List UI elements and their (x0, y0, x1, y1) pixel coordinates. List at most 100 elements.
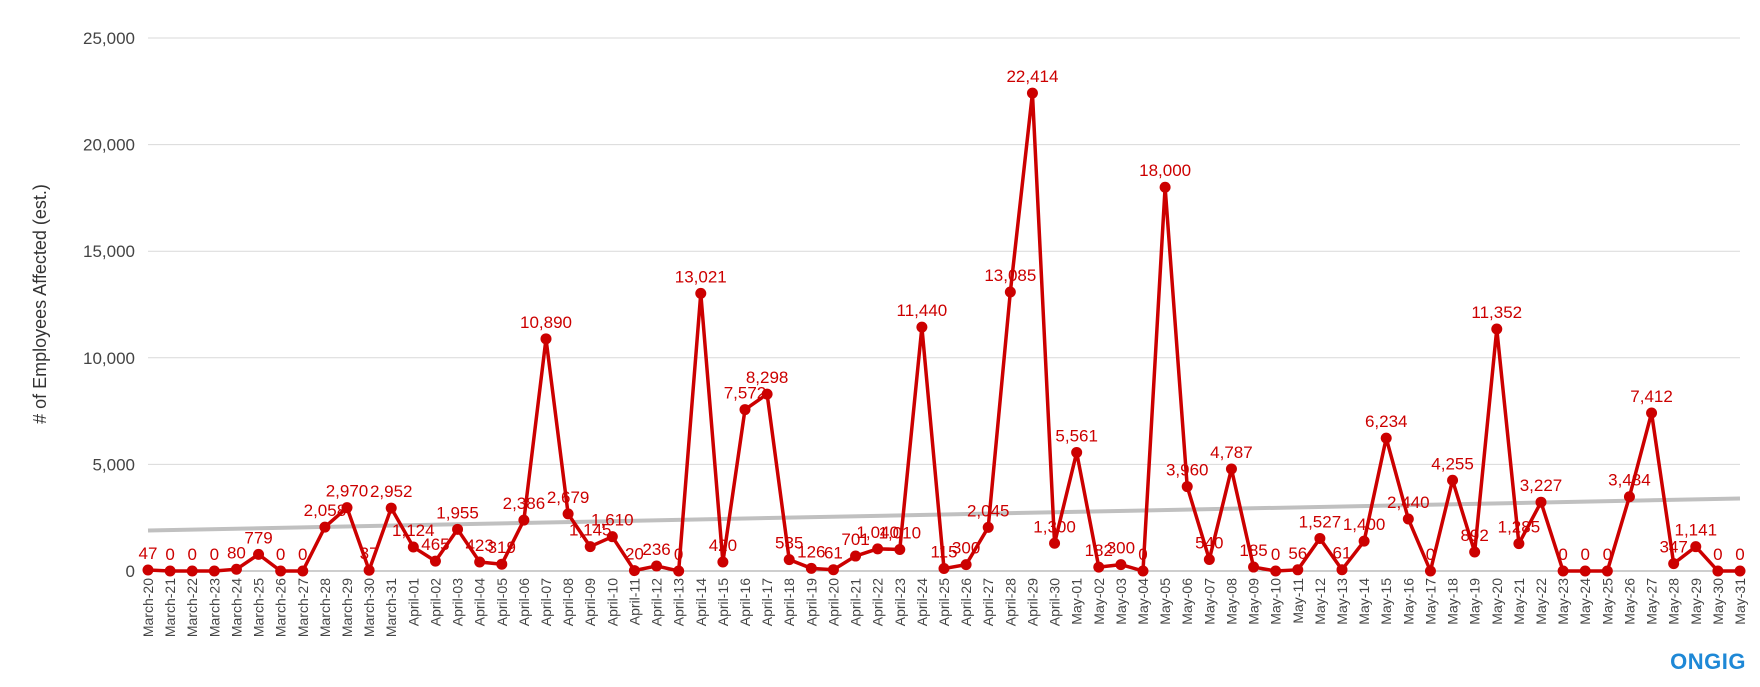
x-tick-label: April-28 (1002, 578, 1018, 626)
x-tick-label: April-13 (671, 578, 687, 626)
data-point (230, 563, 242, 575)
data-label: 892 (1460, 526, 1488, 545)
y-axis-ticks: 0 5,000 10,000 15,000 20,000 25,000 (83, 29, 135, 581)
data-point (1424, 565, 1436, 577)
data-point (1469, 546, 1481, 558)
y-tick-label: 20,000 (83, 136, 135, 155)
x-tick-label: April-11 (626, 578, 642, 625)
data-point (1668, 558, 1680, 570)
x-tick-label: April-12 (649, 578, 665, 626)
x-tick-label: April-20 (825, 578, 841, 626)
data-label: 5,561 (1055, 426, 1098, 445)
data-point (1623, 491, 1635, 503)
data-point (363, 564, 375, 576)
data-point (562, 508, 574, 520)
data-label: 0 (1735, 545, 1744, 564)
data-point (960, 559, 972, 571)
x-tick-label: May-12 (1312, 578, 1328, 625)
x-tick-label: May-19 (1467, 578, 1483, 625)
x-tick-label: May-15 (1378, 578, 1394, 625)
data-label: 1,145 (569, 521, 612, 540)
x-tick-label: May-31 (1732, 578, 1748, 625)
data-point (673, 565, 685, 577)
x-tick-label: March-25 (251, 578, 267, 637)
data-point (1690, 541, 1702, 553)
data-point (1270, 565, 1282, 577)
x-tick-label: March-31 (383, 578, 399, 637)
x-tick-label: April-07 (538, 578, 554, 626)
data-label: 1,400 (1343, 515, 1386, 534)
data-point (938, 563, 950, 575)
x-tick-label: May-29 (1688, 578, 1704, 625)
data-label: 11,440 (897, 301, 948, 320)
data-label: 0 (210, 545, 219, 564)
data-label: 535 (775, 534, 803, 553)
x-tick-label: April-02 (427, 578, 443, 626)
data-point (1579, 565, 1591, 577)
data-label: 540 (1195, 533, 1223, 552)
x-tick-label: May-04 (1135, 578, 1151, 625)
data-label: 0 (165, 545, 174, 564)
data-point (1292, 564, 1304, 576)
x-tick-label: April-23 (892, 578, 908, 626)
x-tick-label: May-30 (1710, 578, 1726, 625)
data-point (1137, 565, 1149, 577)
data-label: 423 (465, 536, 493, 555)
data-label: 115 (930, 543, 957, 562)
data-point (1646, 407, 1658, 419)
data-label: 0 (1580, 545, 1589, 564)
data-label: 7,412 (1630, 387, 1673, 406)
data-label: 1,141 (1675, 521, 1718, 540)
data-label: 347 (1659, 538, 1687, 557)
brand-logo: ONGIG (1670, 649, 1746, 674)
data-point (429, 555, 441, 567)
data-point (297, 565, 309, 577)
x-tick-label: May-05 (1157, 578, 1173, 625)
data-label: 1,610 (591, 511, 634, 530)
data-point (186, 565, 198, 577)
data-point (628, 565, 640, 577)
data-label: 0 (1603, 545, 1612, 564)
data-point (1004, 286, 1016, 298)
x-tick-label: May-22 (1533, 578, 1549, 625)
data-point (739, 404, 751, 416)
x-tick-label: May-20 (1489, 578, 1505, 625)
x-tick-label: May-08 (1223, 578, 1239, 625)
x-tick-label: April-05 (494, 578, 510, 626)
data-point (1447, 474, 1459, 486)
x-tick-label: May-14 (1356, 578, 1372, 625)
x-tick-label: April-30 (1047, 578, 1063, 626)
data-point (783, 554, 795, 566)
data-label: 1,040 (856, 523, 899, 542)
data-point (761, 388, 773, 400)
data-label: 2,970 (326, 482, 369, 501)
x-tick-label: April-17 (759, 578, 775, 626)
y-tick-label: 15,000 (83, 242, 135, 261)
y-tick-label: 10,000 (83, 349, 135, 368)
data-point (540, 333, 552, 345)
data-label: 0 (1426, 545, 1435, 564)
y-axis-label: # of Employees Affected (est.) (30, 184, 50, 424)
y-tick-label: 5,000 (92, 455, 135, 474)
x-tick-label: March-27 (295, 578, 311, 637)
x-tick-label: April-24 (914, 578, 930, 626)
data-point (872, 543, 884, 555)
x-tick-label: April-19 (803, 578, 819, 626)
data-label: 0 (1713, 545, 1722, 564)
x-tick-label: May-26 (1621, 578, 1637, 625)
x-tick-label: May-17 (1422, 578, 1438, 625)
data-label: 465 (421, 535, 449, 554)
data-point (1712, 565, 1724, 577)
data-label: 300 (952, 539, 980, 558)
data-point (651, 560, 663, 572)
data-point (164, 565, 176, 577)
data-point (452, 523, 464, 535)
x-tick-label: April-14 (693, 578, 709, 626)
data-label: 56 (1288, 544, 1307, 563)
x-tick-label: April-29 (1024, 578, 1040, 626)
x-tick-label: March-22 (184, 578, 200, 637)
data-label: 319 (488, 538, 516, 557)
data-label: 4,787 (1210, 443, 1253, 462)
x-tick-label: May-23 (1555, 578, 1571, 625)
data-point (695, 287, 707, 299)
